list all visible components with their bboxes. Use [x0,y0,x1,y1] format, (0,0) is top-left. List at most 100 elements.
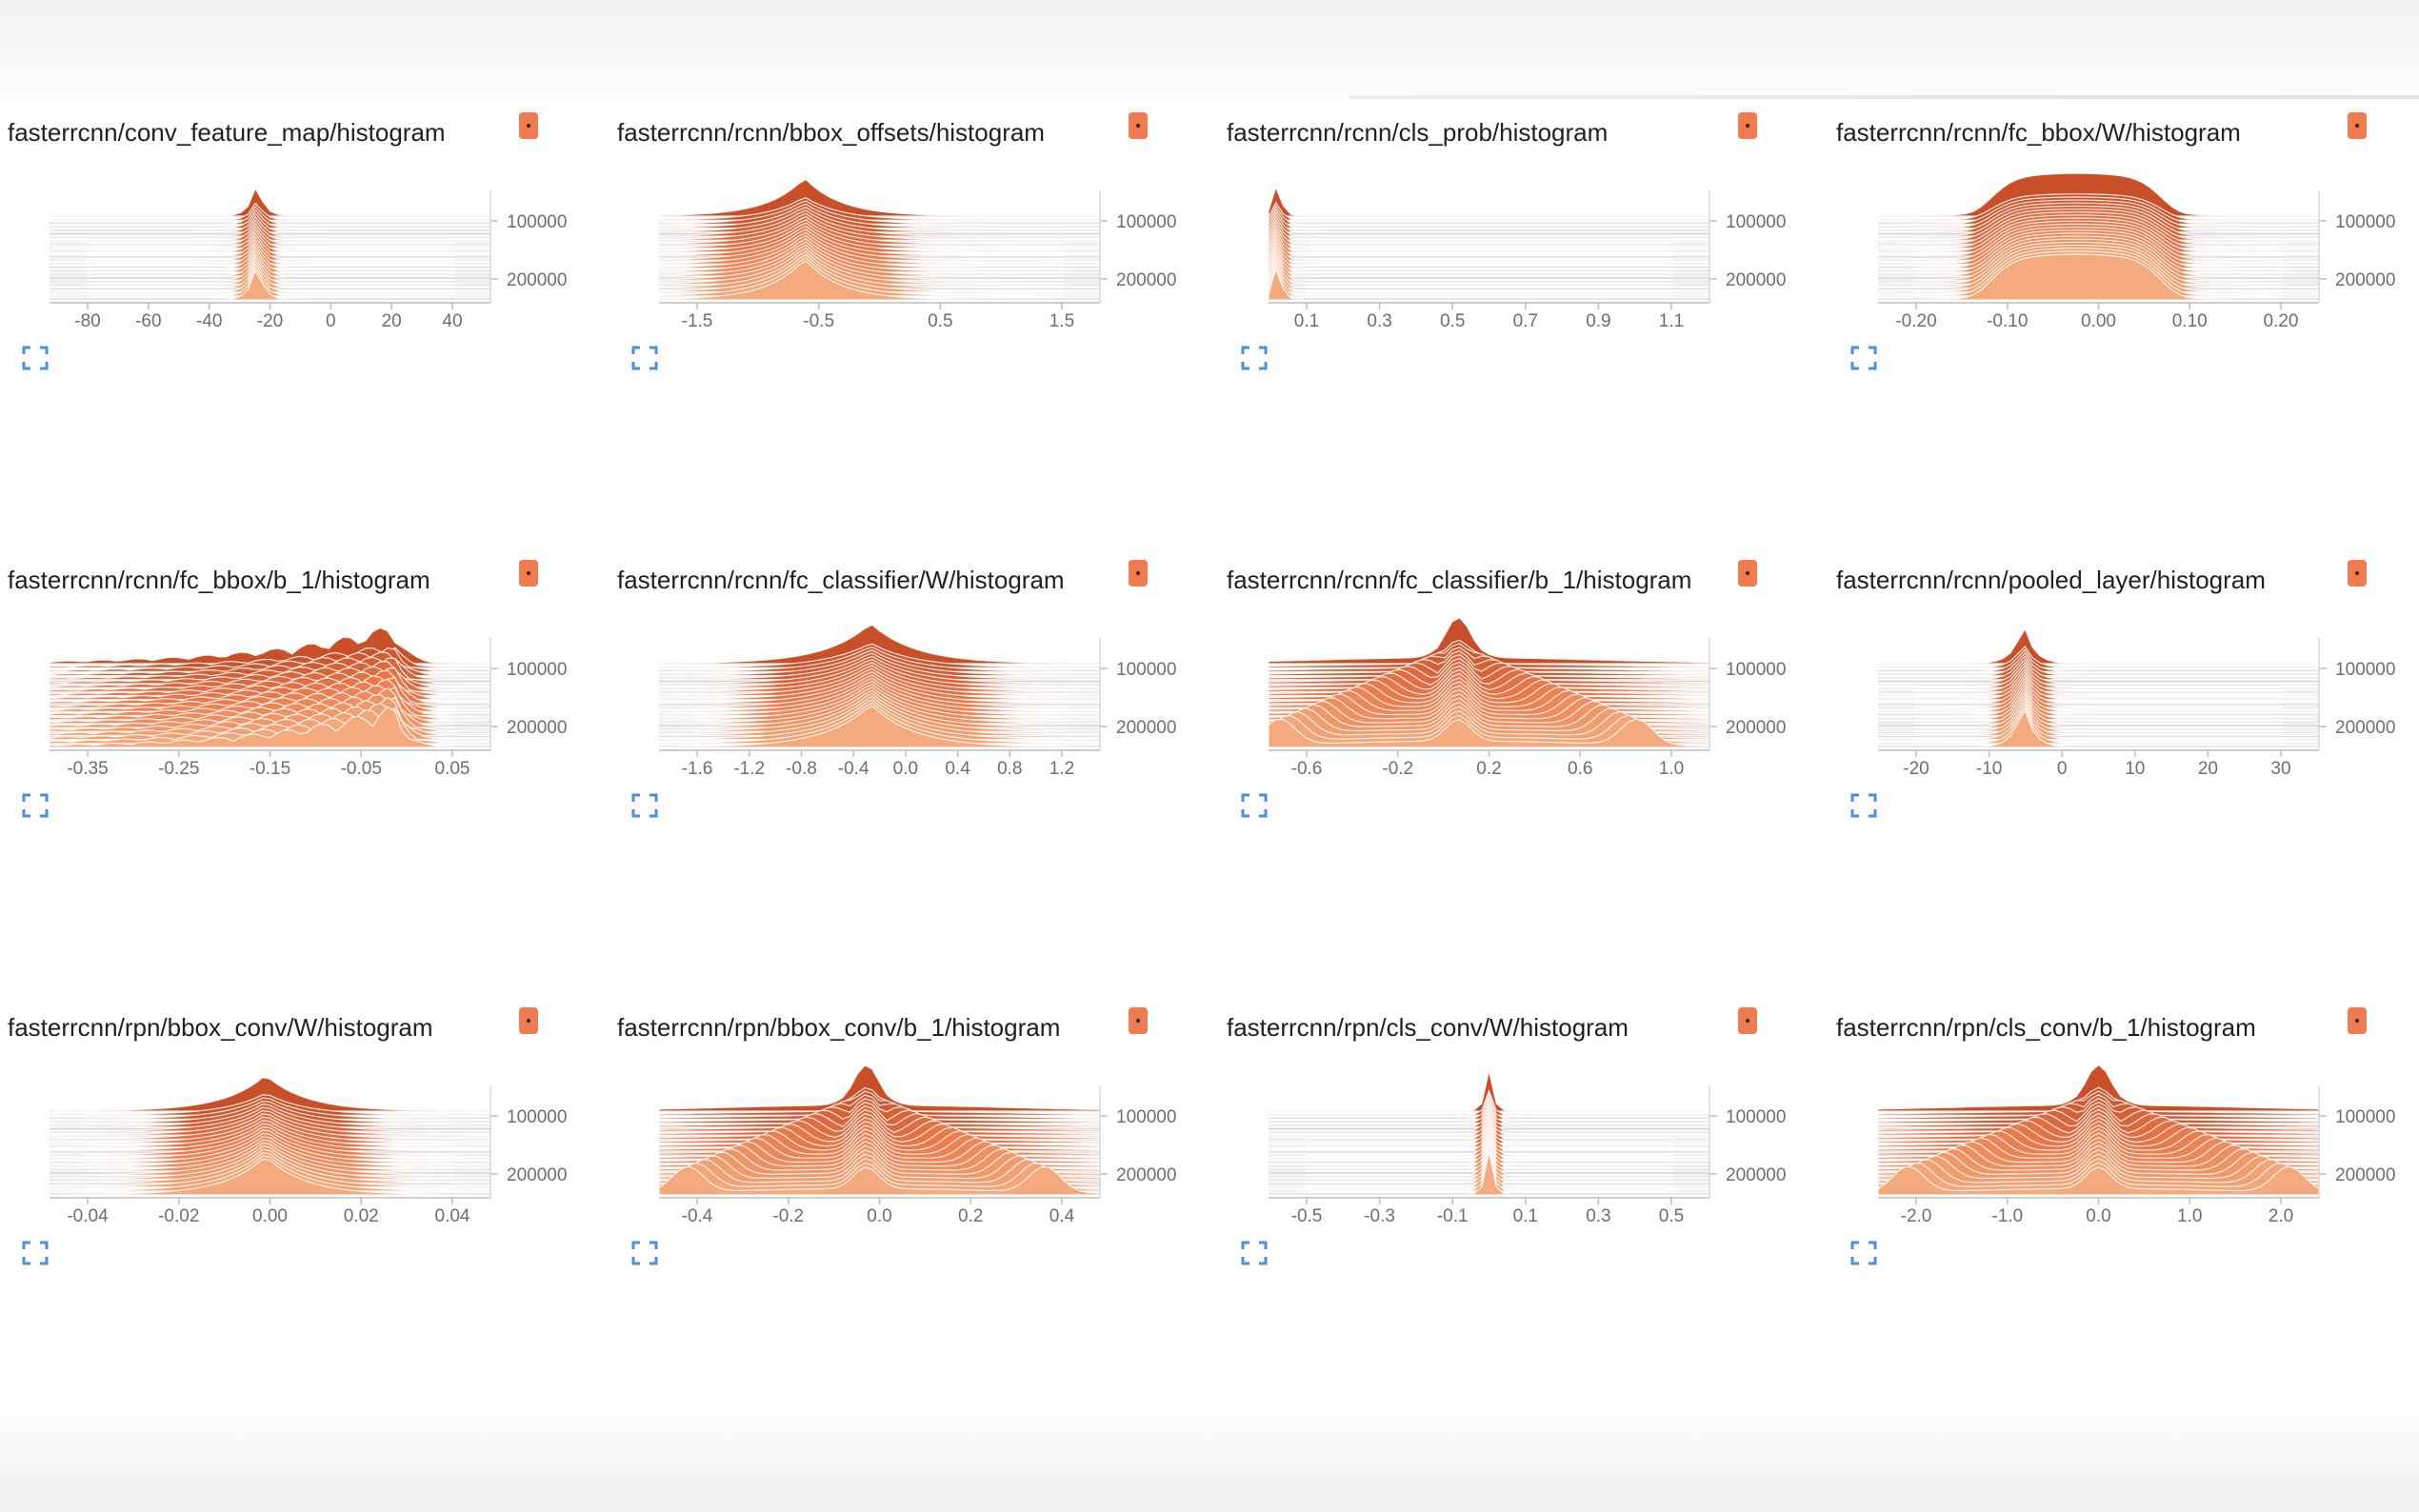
ridge-series [1877,686,2320,721]
x-tick-label: -20 [257,311,283,331]
card-title: fasterrcnn/rcnn/fc_classifier/b_1/histog… [1227,566,1692,594]
y-tick-label: 100000 [2335,660,2395,680]
x-tick-label: 0.3 [1586,1206,1610,1226]
x-tick-label: -0.5 [1291,1206,1323,1226]
ridge-series [49,229,491,253]
y-tick-label: 100000 [2335,1107,2395,1127]
x-tick-label: 20 [2198,759,2218,779]
fullscreen-icon[interactable] [630,1240,659,1266]
dot-menu-icon[interactable] [1129,112,1148,139]
card-title: fasterrcnn/rpn/cls_conv/b_1/histogram [1836,1013,2256,1042]
dot-menu-icon[interactable] [2348,112,2367,139]
histogram-plot: 0.1 0.3 0.5 0.7 0.9 1.1 100000 200000 [1268,186,1786,331]
dot-menu-icon[interactable] [1738,1007,1757,1034]
histogram-card: fasterrcnn/rpn/bbox_conv/b_1/histogram -0… [610,895,1219,1343]
dot-menu-icon[interactable] [519,1007,538,1034]
x-tick-label: 0.7 [1513,311,1538,331]
x-tick-label: 2.0 [2269,1206,2293,1226]
x-tick-label: 0.20 [2264,311,2299,331]
x-tick-label: 0.00 [252,1206,288,1226]
histogram-plot: -0.20 -0.10 0.00 0.10 0.20 100000 200000 [1877,172,2395,331]
ridge-series [1877,667,2320,697]
ridge-series [1268,211,1710,233]
histogram-plot: -1.5 -0.5 0.5 1.5 100000 200000 [658,178,1176,331]
dot-menu-icon[interactable] [519,560,538,587]
fullscreen-icon[interactable] [630,345,659,371]
ridge-series [1878,627,2319,665]
dot-menu-icon[interactable] [1738,560,1757,587]
x-tick-label: -0.5 [803,311,834,331]
ridge-series [1877,680,2320,712]
ridge-series [1877,699,2320,737]
dot-menu-icon[interactable] [2348,1007,2367,1034]
x-tick-label: -0.35 [67,759,108,779]
ridge-series [1877,670,2320,701]
ridge-series [49,211,491,233]
x-tick-label: 0.04 [435,1206,470,1226]
ridge-series [1877,684,2320,717]
fullscreen-icon[interactable] [1849,1240,1878,1266]
ridge-series [1268,205,1710,225]
x-tick-label: -1.5 [682,311,713,331]
ridge-series [1268,267,1709,301]
x-tick-label: 0.5 [1440,311,1465,331]
x-tick-label: -0.15 [250,759,290,779]
histogram-card: fasterrcnn/rcnn/fc_bbox/b_1/histogram -0.… [0,448,610,895]
x-tick-label: 1.5 [1050,311,1074,331]
dot-menu-icon[interactable] [1129,560,1148,587]
ridge-series [1877,677,2320,708]
y-tick-label: 200000 [507,1165,567,1185]
ridge-series [49,235,491,261]
ridge-series [658,1064,1101,1112]
ridge-series [658,1165,1101,1196]
fullscreen-icon[interactable] [21,1240,50,1266]
x-tick-label: -2.0 [1901,1206,1932,1226]
y-tick-label: 100000 [507,212,567,232]
x-tick-label: -0.2 [1382,759,1413,779]
fullscreen-icon[interactable] [630,792,659,819]
dot-menu-icon[interactable] [1738,112,1757,139]
fullscreen-icon[interactable] [21,792,50,819]
histogram-card: fasterrcnn/conv_feature_map/histogram -80… [0,0,610,448]
fullscreen-icon[interactable] [1240,792,1269,819]
ridge-series [1268,244,1710,273]
x-tick-label: -0.02 [158,1206,199,1226]
fullscreen-icon[interactable] [1240,345,1269,371]
fullscreen-icon[interactable] [1849,345,1878,371]
card-title: fasterrcnn/rcnn/fc_bbox/b_1/histogram [8,566,430,594]
card-title: fasterrcnn/rcnn/bbox_offsets/histogram [617,118,1045,147]
ridge-series [1878,708,2319,748]
ridge-series [49,209,491,229]
histogram-plot: -1.6 -1.2 -0.8 -0.4 0.0 0.4 0.8 1.2 100000 200000 [658,624,1176,779]
y-tick-label: 200000 [2335,1165,2395,1185]
y-tick-label: 200000 [1726,718,1786,738]
x-tick-label: 0.10 [2172,311,2208,331]
ridge-series [1877,655,2320,681]
ridge-series [658,178,1100,217]
ridge-series [1268,208,1710,229]
fullscreen-icon[interactable] [1240,1240,1269,1266]
dot-menu-icon[interactable] [519,112,538,139]
histogram-plot: -0.6 -0.2 0.2 0.6 1.0 100000 200000 [1268,617,1786,779]
fullscreen-icon[interactable] [1849,792,1878,819]
ridge-series [49,225,491,249]
ridge-series [658,624,1101,665]
x-tick-label: -0.04 [67,1206,109,1226]
fullscreen-icon[interactable] [21,345,50,371]
y-tick-label: 100000 [1726,212,1786,232]
ridge-series [1877,646,2320,668]
x-tick-label: 0.2 [1476,759,1501,779]
dot-menu-icon[interactable] [1129,1007,1148,1034]
ridge-series [1877,693,2320,728]
y-tick-label: 100000 [2335,212,2395,232]
x-tick-label: 20 [382,311,402,331]
ridge-series [1268,224,1710,249]
dot-menu-icon[interactable] [2348,560,2367,587]
ridge-series [1877,696,2320,732]
ridge-series [1268,248,1710,277]
ridge-series [658,260,1100,301]
histogram-card: fasterrcnn/rcnn/fc_classifier/W/histogra… [610,448,1219,895]
ridge-series [1268,228,1710,253]
card-title: fasterrcnn/conv_feature_map/histogram [8,118,446,147]
x-tick-label: -0.1 [1437,1206,1469,1226]
